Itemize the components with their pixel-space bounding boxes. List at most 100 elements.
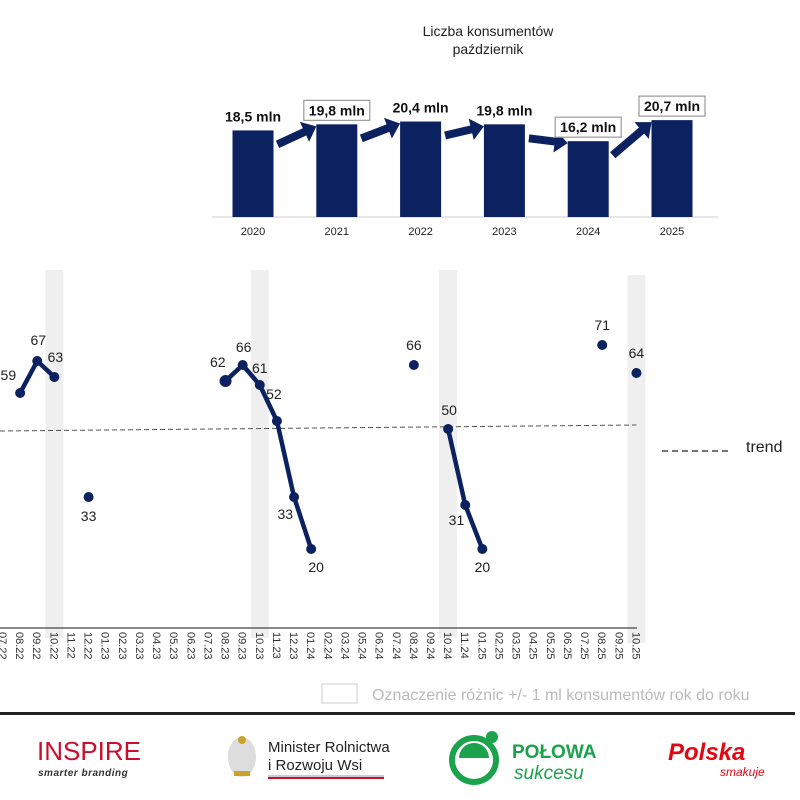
bar-label-box [638,95,706,117]
polska-smakuje-logo: Polska smakuje [668,739,765,779]
data-label-11.24: 31 [449,512,465,528]
x-tick-label: 05.23 [167,632,179,660]
inspire-logo: INSPIRE smarter branding [37,736,141,779]
trend-legend-label: trend [746,439,782,456]
trend-arrow-icon [610,122,652,159]
data-point-12.22 [83,492,94,502]
x-tick-label: 03.23 [133,632,145,660]
data-point-11.24 [460,500,471,510]
x-tick-label: 05.25 [544,632,556,660]
x-tick-label: 09.24 [424,632,436,660]
data-point-10.25 [631,368,642,378]
trend-legend: trend [662,439,782,456]
svg-text:Minister Rolnictwa: Minister Rolnictwa [268,739,390,756]
x-tick-label: 10.25 [629,632,641,660]
x-tick-label: 05.24 [356,632,368,660]
highlight-band-10.24 [439,270,458,638]
data-label-09.22: 67 [30,332,46,348]
x-tick-label: 02.25 [492,632,504,660]
svg-text:POŁOWA: POŁOWA [512,742,597,763]
trend-line [0,424,637,432]
highlight-band-10.23 [250,270,269,638]
bar-2022 [400,121,442,217]
bar-category-label: 2023 [492,226,516,238]
data-point-11.23 [271,416,282,426]
bar-data-label: 19,8 mln [476,102,532,118]
bar-data-label: 19,8 mln [309,102,365,118]
x-tick-label: 02.24 [321,632,333,660]
bar-2021 [316,124,358,217]
svg-text:Polska: Polska [668,739,745,766]
x-tick-label: 01.23 [99,632,111,660]
x-tick-label: 09.23 [236,632,248,660]
bar-category-label: 2021 [325,226,349,238]
trend-arrow-icon [444,118,484,141]
data-label-10.24: 50 [441,402,457,418]
x-tick-label: 09.25 [612,632,624,660]
highlight-legend: Oznaczenie różnic +/- 1 ml konsumentów r… [321,683,750,704]
bar-chart-title: Liczba konsumentów [423,23,555,39]
data-label-08.24: 66 [406,337,422,353]
data-point-09.22 [32,356,43,366]
x-tick-label: 07.24 [390,632,402,660]
bar-category-label: 2020 [241,226,265,238]
data-point-08.22 [15,388,26,398]
data-point-10.23 [254,380,265,390]
x-tick-label: 10.22 [47,632,59,660]
footer-divider [0,712,795,715]
bar-label-box [303,99,371,121]
data-point-08.25 [597,340,608,350]
data-label-09.23: 66 [236,339,252,355]
highlight-legend-swatch [321,683,358,704]
svg-text:i Rozwoju Wsi: i Rozwoju Wsi [268,757,362,774]
data-label-10.23: 61 [252,360,268,376]
x-tick-label: 03.24 [338,632,350,660]
data-point-01.24 [306,544,317,554]
bar-2023 [483,124,525,217]
x-tick-label: 08.22 [13,632,25,660]
x-tick-label: 06.24 [373,632,385,660]
data-point-10.24 [443,424,454,434]
line-chart: 07.22 08.22 09.22 10.22 11.22 12.22 01.23 02.23… [0,270,782,660]
trend-arrow-icon [275,121,317,149]
x-tick-label: 03.25 [510,632,522,660]
x-tick-label: 09.22 [30,632,42,660]
svg-text:sukcesu: sukcesu [514,763,584,784]
ministry-logo: Minister Rolnictwa i Rozwoju Wsi [228,736,390,779]
bar-category-label: 2025 [660,226,684,238]
x-tick-label: 10.23 [253,632,265,660]
x-tick-label: 12.23 [287,632,299,660]
data-point-01.25 [477,544,488,554]
bar-data-label: 20,4 mln [393,100,449,116]
x-tick-label: 06.25 [561,632,573,660]
data-label-11.23: 52 [266,386,282,402]
data-label-08.23: 62 [210,354,226,370]
x-tick-label: 07.23 [201,632,213,660]
x-tick-label: 01.25 [475,632,487,660]
x-tick-label: 04.25 [527,632,539,660]
x-tick-label: 07.22 [0,632,8,660]
x-tick-label: 02.23 [116,632,128,660]
svg-text:INSPIRE: INSPIRE [37,736,141,766]
bar-category-label: 2022 [408,226,432,238]
data-label-01.25: 20 [475,559,491,575]
data-point-08.23 [219,375,232,387]
x-tick-label: 10.24 [441,632,453,660]
data-point-09.23 [237,360,248,370]
highlight-legend-text: Oznaczenie różnic +/- 1 ml konsumentów r… [372,687,750,704]
data-point-10.22 [49,372,60,382]
highlight-band-10.25 [627,275,646,643]
x-tick-label: 11.23 [270,632,282,659]
bar-2020 [232,130,274,217]
x-tick-label: 11.24 [458,632,470,659]
svg-text:smarter branding: smarter branding [38,768,128,779]
bar-data-label: 16,2 mln [560,119,616,135]
bar-2025 [651,120,693,217]
x-tick-label: 08.24 [407,632,419,660]
data-label-08.25: 71 [594,317,610,333]
highlight-band-10.22 [45,270,64,638]
data-point-08.24 [408,360,419,370]
polowa-logo: POŁOWA sukcesu [449,731,597,785]
x-tick-label: 08.25 [595,632,607,660]
